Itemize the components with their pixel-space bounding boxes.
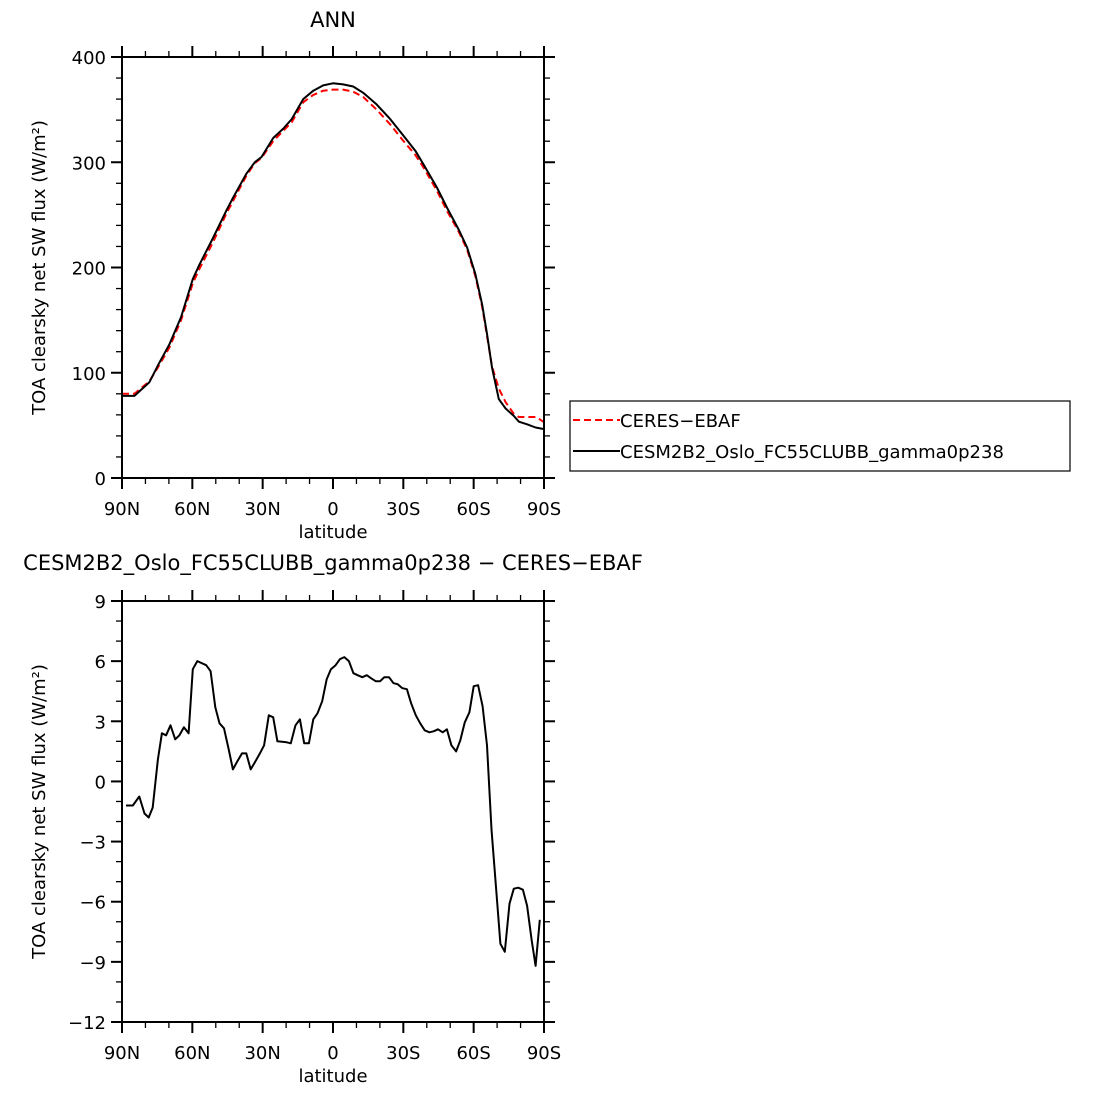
x-tick-label: 90S	[527, 1043, 561, 1064]
y-tick-label: 0	[95, 469, 106, 490]
x-tick-label: 60S	[456, 1043, 490, 1064]
y-tick-label: 200	[72, 259, 106, 280]
x-tick-label: 90S	[527, 499, 561, 520]
y-tick-label: 0	[95, 772, 106, 793]
plot-frame	[121, 600, 545, 1023]
y-axis-label: TOA clearsky net SW flux (W/m²)	[29, 120, 50, 416]
y-axis-label: TOA clearsky net SW flux (W/m²)	[29, 664, 50, 960]
y-tick-label: 3	[95, 712, 106, 733]
x-tick-label: 30S	[386, 499, 420, 520]
x-axis-label: latitude	[298, 1066, 367, 1087]
x-tick-label: 30N	[244, 1043, 280, 1064]
top-panel-annual-flux: 90N 60N 30N 0 30S 60S 90S 0 100 200 300 400 latitude…	[29, 8, 561, 543]
y-tick-label: 6	[95, 652, 106, 673]
y-tick-label: −9	[79, 953, 106, 974]
legend-label-model: CESM2B2_Oslo_FC55CLUBB_gamma0p238	[620, 442, 1004, 463]
y-tick-label: 100	[72, 364, 106, 385]
y-tick-label: 400	[72, 48, 106, 69]
x-tick-label: 90N	[104, 499, 140, 520]
panel-title: CESM2B2_Oslo_FC55CLUBB_gamma0p238 − CERE…	[23, 551, 643, 576]
x-tick-label: 30S	[386, 1043, 420, 1064]
series-line-model	[122, 82, 545, 431]
x-tick-label: 0	[327, 1043, 338, 1064]
plot-frame	[121, 56, 545, 479]
x-tick-label: 90N	[104, 1043, 140, 1064]
legend: CERES−EBAF CESM2B2_Oslo_FC55CLUBB_gamma0…	[569, 400, 1071, 472]
y-tick-label: −12	[68, 1013, 106, 1034]
panel-title: ANN	[310, 8, 356, 32]
legend-label-ceres: CERES−EBAF	[620, 411, 741, 432]
y-tick-label: −6	[79, 893, 106, 914]
x-axis-label: latitude	[298, 522, 367, 543]
x-tick-label: 0	[327, 499, 338, 520]
series-line-ceres	[122, 88, 545, 424]
x-tick-label: 30N	[244, 499, 280, 520]
x-tick-label: 60N	[174, 499, 210, 520]
bottom-panel-difference: 90N 60N 30N 0 30S 60S 90S −12 −9 −6 −3 0 3 6 9 latitude…	[23, 551, 643, 1087]
legend-box	[569, 400, 1071, 472]
x-tick-label: 60N	[174, 1043, 210, 1064]
y-tick-label: −3	[79, 833, 106, 854]
y-tick-label: 300	[72, 153, 106, 174]
x-tick-label: 60S	[456, 499, 490, 520]
series-line-model	[126, 656, 541, 967]
y-tick-label: 9	[95, 592, 106, 613]
